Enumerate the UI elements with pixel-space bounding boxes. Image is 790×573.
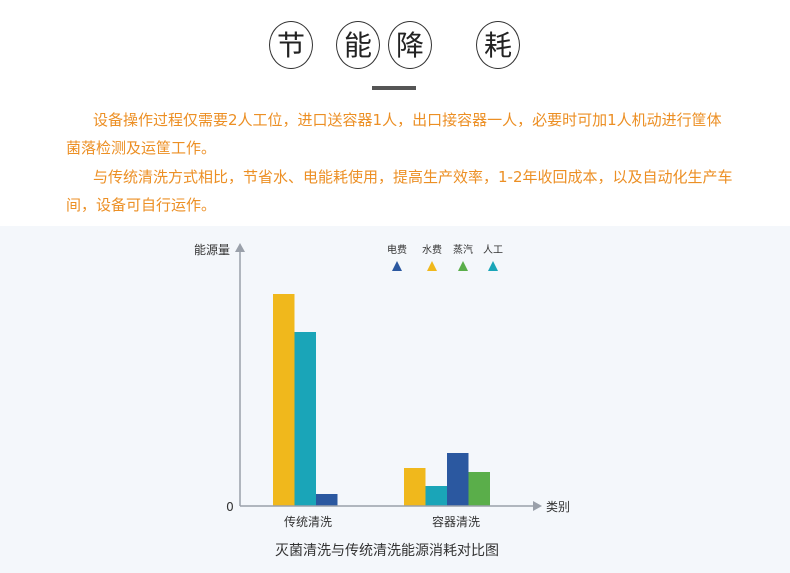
y-tick-label: 0 — [226, 500, 234, 514]
bar-人工 — [425, 486, 447, 506]
energy-comparison-chart: 能源量 0 类别 传统清洗 容器清洗 灭菌清洗与传统清洗能源消耗对比图 电费 水费… — [194, 243, 570, 559]
legend-triangle-icon — [392, 261, 402, 271]
legend-triangle-icon — [427, 261, 437, 271]
x-axis-arrow-icon — [533, 501, 542, 511]
title-char-1: 节 — [269, 21, 313, 69]
x-tick-label: 容器清洗 — [432, 514, 480, 529]
description-paragraph-2: 与传统清洗方式相比，节省水、电能耗使用，提高生产效率，1-2年收回成本，以及自动… — [66, 163, 736, 219]
chart-section — [0, 226, 790, 573]
legend-label: 电费 — [387, 243, 407, 256]
bar-电费 — [447, 453, 469, 506]
x-axis-label: 类别 — [546, 500, 570, 514]
y-axis-label: 能源量 — [194, 243, 230, 257]
paragraph-text: 与传统清洗方式相比，节省水、电能耗使用，提高生产效率，1-2年收回成本，以及自动… — [66, 168, 733, 214]
paragraph-text: 设备操作过程仅需要2人工位，进口送容器1人，出口接容器一人，必要时可加1人机动进… — [66, 111, 722, 157]
title-divider — [372, 86, 416, 90]
bar-水费 — [273, 294, 295, 506]
chart-legend: 电费 水费 蒸汽 人工 — [387, 243, 503, 271]
bar-电费 — [316, 494, 338, 506]
title-char-3: 降 — [388, 21, 432, 69]
bar-蒸汽 — [468, 472, 490, 506]
legend-triangle-icon — [458, 261, 468, 271]
legend-label: 水费 — [422, 243, 442, 256]
chart-title: 灭菌清洗与传统清洗能源消耗对比图 — [275, 543, 499, 559]
x-tick-label: 传统清洗 — [284, 514, 332, 529]
bar-人工 — [294, 332, 316, 506]
y-axis-arrow-icon — [235, 243, 245, 252]
title-char-4: 耗 — [476, 21, 520, 69]
title-char-2: 能 — [336, 21, 380, 69]
legend-label: 人工 — [483, 244, 503, 256]
bar-水费 — [404, 468, 426, 506]
description-paragraph-1: 设备操作过程仅需要2人工位，进口送容器1人，出口接容器一人，必要时可加1人机动进… — [66, 106, 736, 162]
legend-triangle-icon — [488, 261, 498, 271]
legend-label: 蒸汽 — [453, 243, 473, 256]
